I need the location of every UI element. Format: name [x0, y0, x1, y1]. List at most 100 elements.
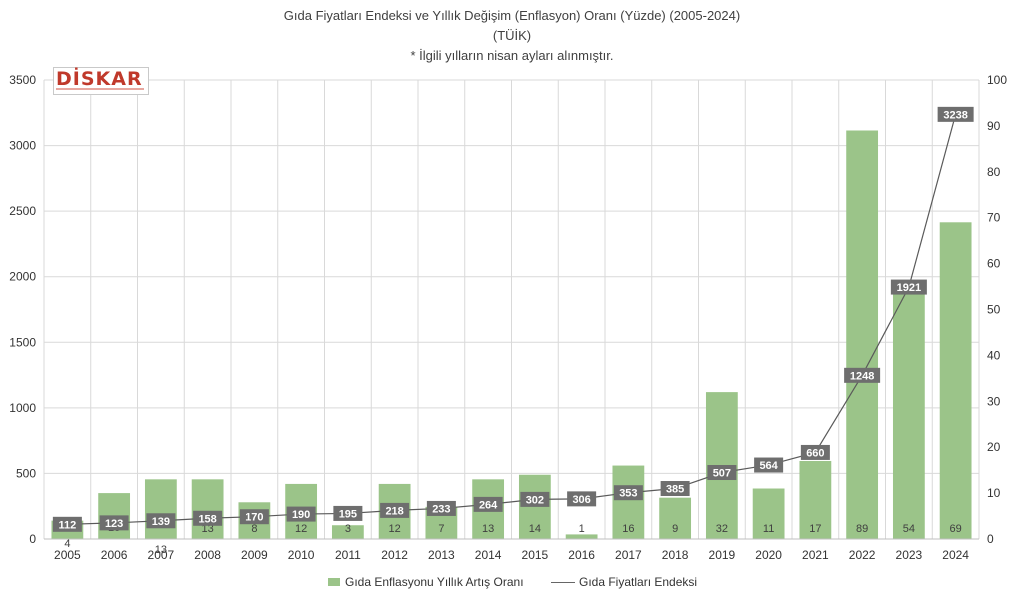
line-data-label: 218: [385, 505, 403, 517]
legend-label-bars: Gıda Enflasyonu Yıllık Artış Oranı: [345, 575, 524, 589]
line-data-label-box: [660, 481, 690, 497]
bar-data-label: 16: [622, 523, 634, 535]
right-axis-tick-label: 30: [987, 394, 1001, 408]
right-axis-tick-label: 100: [987, 73, 1007, 87]
bar-data-label: 14: [529, 523, 541, 535]
line-data-label-box: [333, 505, 363, 521]
bar-food-inflation: [659, 497, 692, 539]
left-axis-tick-label: 500: [16, 466, 36, 480]
line-data-label-box: [800, 444, 830, 460]
line-data-label-box: [426, 500, 456, 516]
line-data-label: 195: [339, 508, 357, 520]
right-axis-tick-label: 80: [987, 165, 1001, 179]
x-axis-tick-label: 2020: [755, 548, 782, 562]
line-data-label-box: [380, 502, 410, 518]
left-axis-tick-label: 3000: [9, 139, 36, 153]
logo-text: DİSKAR: [56, 68, 143, 90]
line-data-label-box: [99, 515, 129, 531]
right-axis-tick-label: 40: [987, 348, 1001, 362]
bar-data-label: 69: [950, 523, 962, 535]
left-axis-tick-label: 1000: [9, 401, 36, 415]
bar-data-label: 12: [295, 523, 307, 535]
x-axis-tick-label: 2018: [662, 548, 689, 562]
line-data-label: 3238: [943, 109, 967, 121]
line-data-label: 306: [572, 494, 590, 506]
right-axis-tick-label: 10: [987, 486, 1001, 500]
line-data-label: 264: [479, 499, 498, 511]
right-axis-tick-label: 90: [987, 119, 1001, 133]
legend-swatch-line: [551, 582, 575, 583]
left-axis-tick-label: 2500: [9, 204, 36, 218]
line-data-label-box: [146, 513, 176, 529]
x-axis-tick-label: 2011: [335, 548, 361, 562]
line-data-label-box: [520, 491, 550, 507]
line-data-label-box: [844, 367, 881, 383]
right-axis-tick-label: 0: [987, 532, 994, 546]
right-axis-tick-label: 70: [987, 211, 1001, 225]
line-data-label: 660: [806, 447, 824, 459]
line-data-label-box: [567, 491, 597, 507]
x-axis-tick-label: 2022: [849, 548, 876, 562]
line-data-label-box: [193, 510, 223, 526]
x-axis-tick-label: 2014: [475, 548, 502, 562]
chart-title-block: Gıda Fiyatları Endeksi ve Yıllık Değişim…: [0, 6, 1024, 66]
bar-food-inflation: [565, 534, 598, 539]
bar-food-inflation: [752, 488, 785, 539]
left-axis-tick-label: 1500: [9, 335, 36, 349]
bar-food-inflation: [939, 222, 972, 540]
right-axis-tick-label: 50: [987, 303, 1001, 317]
line-data-label: 190: [292, 509, 310, 521]
x-axis-tick-label: 2007: [148, 548, 175, 562]
x-axis-tick-label: 2008: [194, 548, 221, 562]
bar-food-inflation: [144, 479, 177, 539]
right-axis-tick-label: 60: [987, 257, 1001, 271]
line-data-label-box: [754, 457, 784, 473]
legend-swatch-bars: [328, 578, 340, 586]
line-data-label: 233: [432, 503, 450, 515]
x-axis-tick-label: 2017: [615, 548, 642, 562]
x-axis-tick-label: 2019: [709, 548, 736, 562]
bar-data-label: 9: [672, 523, 678, 535]
bar-data-label: 1: [579, 523, 585, 535]
x-axis-tick-label: 2023: [896, 548, 923, 562]
bar-food-inflation: [846, 130, 879, 540]
x-axis-tick-label: 2015: [522, 548, 549, 562]
x-axis-tick-label: 2005: [54, 548, 81, 562]
x-axis-tick-label: 2009: [241, 548, 268, 562]
line-data-label-box: [707, 465, 737, 481]
x-axis-tick-label: 2006: [101, 548, 128, 562]
line-data-label-box: [937, 106, 974, 122]
bar-data-label: 13: [482, 523, 494, 535]
legend-item-line: Gıda Fiyatları Endeksi: [551, 574, 697, 590]
legend-label-line: Gıda Fiyatları Endeksi: [579, 575, 698, 589]
bar-food-inflation: [331, 525, 364, 539]
x-axis-tick-label: 2021: [802, 548, 829, 562]
x-axis-tick-label: 2010: [288, 548, 315, 562]
bar-data-label: 89: [856, 523, 868, 535]
bar-data-label: 3: [345, 523, 351, 535]
line-data-label-box: [613, 485, 643, 501]
line-data-label-box: [286, 506, 316, 522]
line-data-label: 170: [245, 512, 263, 524]
bar-data-label: 11: [763, 523, 774, 535]
bar-data-label: 54: [903, 523, 915, 535]
bar-food-inflation: [612, 465, 645, 539]
line-data-label-box: [473, 496, 503, 512]
bar-data-label: 4: [64, 538, 70, 550]
line-data-label: 123: [105, 518, 123, 530]
bar-food-inflation: [191, 479, 224, 539]
bar-data-label: 13: [202, 523, 214, 535]
line-data-label: 112: [59, 519, 77, 531]
line-data-label: 302: [526, 494, 544, 506]
bar-data-label: 12: [389, 523, 401, 535]
bar-food-inflation: [892, 291, 925, 539]
bar-food-inflation: [799, 460, 832, 539]
line-data-label: 507: [713, 468, 731, 480]
line-data-label: 564: [759, 460, 778, 472]
chart-subtitle-source: (TÜİK): [492, 28, 532, 43]
line-data-label-box: [890, 279, 927, 295]
logo-underline: [56, 88, 144, 90]
line-data-label: 385: [666, 484, 684, 496]
bar-data-label: 8: [251, 523, 257, 535]
